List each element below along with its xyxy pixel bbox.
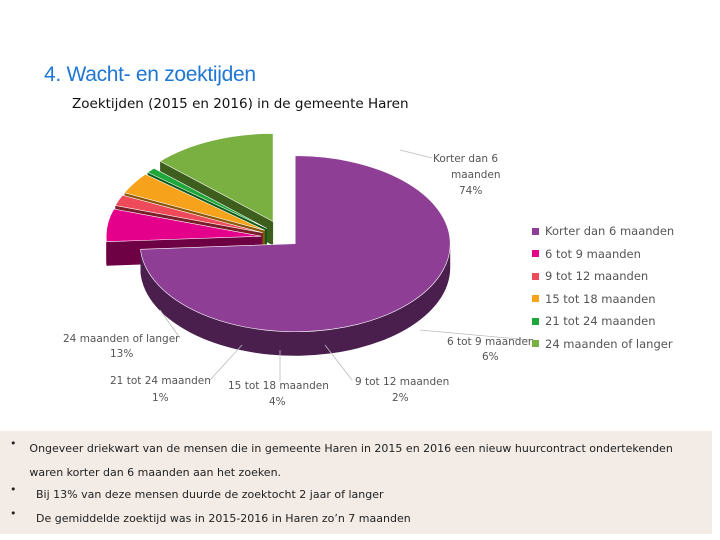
chart-title: Zoektijden (2015 en 2016) in de gemeente… <box>72 96 409 112</box>
legend-swatch <box>532 295 539 303</box>
slice-label-21tot24: 21 tot 24 maanden <box>110 375 211 387</box>
legend-item-korter: Korter dan 6 maanden <box>532 220 674 243</box>
leader-line-24plus <box>159 309 181 339</box>
leader-line-9tot12 <box>324 344 353 381</box>
slice-label-9tot12: 9 tot 12 maanden <box>355 376 449 388</box>
slice-top <box>146 167 268 229</box>
legend-label: 6 tot 9 maanden <box>545 246 641 261</box>
pie-slice-korter <box>140 155 451 356</box>
pie-chart: Korter dan 6 maanden 74% 6 tot 9 maanden… <box>63 133 535 408</box>
slice-label-24plus: 24 maanden of langer <box>63 333 180 345</box>
legend-item-6tot9: 6 tot 9 maanden <box>532 243 674 266</box>
slide-title: 4. Wacht- en zoektijden <box>44 63 256 86</box>
slice-label-24plus-value: 13% <box>110 348 133 360</box>
legend-item-24plus: 24 maanden of langer <box>532 333 674 356</box>
note-item: • De gemiddelde zoektijd was in 2015-201… <box>10 507 700 531</box>
bullet-icon: • <box>10 437 17 450</box>
legend-swatch <box>532 227 539 235</box>
legend-label: 9 tot 12 maanden <box>545 269 649 284</box>
label-leader-lines <box>159 149 531 382</box>
leader-line-6tot9 <box>419 329 531 341</box>
slice-label-6tot9: 6 tot 9 maanden <box>447 336 535 348</box>
slice-outer-wall <box>140 243 451 356</box>
slice-label-korter-line2: maanden <box>451 169 501 181</box>
note-text: De gemiddelde zoektijd was in 2015-2016 … <box>36 512 411 525</box>
legend-label: Korter dan 6 maanden <box>545 224 675 239</box>
legend-swatch <box>532 272 539 280</box>
slice-top <box>140 155 451 333</box>
note-item: • Ongeveer driekwart van de mensen die i… <box>10 437 700 485</box>
notes-box: • Ongeveer driekwart van de mensen die i… <box>0 431 712 534</box>
slice-top <box>159 133 274 222</box>
slice-label-korter-value: 74% <box>459 185 482 197</box>
legend-label: 24 maanden of langer <box>545 336 673 351</box>
slice-label-15tot18-value: 4% <box>269 396 286 408</box>
legend-label: 15 tot 18 maanden <box>545 291 656 306</box>
legend-swatch <box>532 340 539 348</box>
legend-label: 21 tot 24 maanden <box>545 314 656 329</box>
leader-line-korter <box>399 149 433 159</box>
bullet-icon: • <box>10 507 17 520</box>
slice-top <box>123 173 265 231</box>
slice-label-6tot9-value: 6% <box>482 351 499 363</box>
slice-label-15tot18: 15 tot 18 maanden <box>228 380 329 392</box>
chart-legend: Korter dan 6 maanden 6 tot 9 maanden 9 t… <box>532 220 674 355</box>
slice-label-9tot12-value: 2% <box>392 392 409 404</box>
legend-swatch <box>532 317 539 325</box>
bullet-icon: • <box>10 483 17 496</box>
legend-item-9tot12: 9 tot 12 maanden <box>532 265 674 288</box>
legend-item-21tot24: 21 tot 24 maanden <box>532 310 674 333</box>
slice-top <box>105 208 262 243</box>
note-item: • Bij 13% van deze mensen duurde de zoek… <box>10 483 700 507</box>
slice-label-21tot24-value: 1% <box>152 392 169 404</box>
legend-swatch <box>532 250 539 258</box>
slice-label-korter-line1: Korter dan 6 <box>433 153 498 165</box>
legend-item-15tot18: 15 tot 18 maanden <box>532 288 674 311</box>
note-text: Bij 13% van deze mensen duurde de zoekto… <box>36 488 384 501</box>
leader-line-21tot24 <box>209 344 243 381</box>
slice-top <box>114 194 263 233</box>
note-text: Ongeveer driekwart van de mensen die in … <box>29 442 673 479</box>
pie-slices <box>105 133 451 356</box>
